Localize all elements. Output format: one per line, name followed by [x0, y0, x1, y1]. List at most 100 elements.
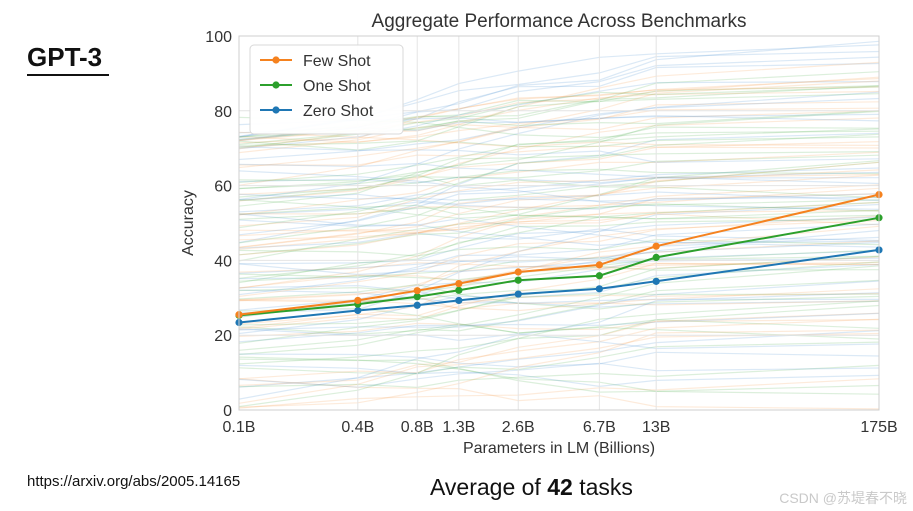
y-tick-label: 60 — [214, 179, 232, 196]
task-line — [238, 110, 880, 190]
caption-suffix: tasks — [572, 474, 633, 500]
task-line — [238, 292, 880, 400]
x-axis-label: Parameters in LM (Billions) — [463, 440, 655, 457]
data-point — [413, 287, 421, 295]
task-line — [238, 169, 880, 249]
task-line — [238, 162, 880, 185]
task-line — [238, 358, 880, 393]
x-tick-label: 6.7B — [583, 419, 616, 436]
task-line — [238, 351, 880, 368]
task-line — [238, 203, 880, 314]
task-line — [238, 160, 880, 262]
task-line — [238, 168, 880, 190]
performance-chart: 0 20 40 60 80 100 0.1B 0.4B 0.8B 1.3B 2.6B 6.7B 13B 1… — [180, 11, 898, 457]
heading-underline — [27, 74, 109, 76]
task-line — [238, 151, 880, 216]
caption: Average of 42 tasks — [430, 474, 633, 501]
task-line — [238, 196, 880, 216]
legend-marker — [272, 81, 280, 89]
task-line — [238, 107, 880, 148]
series-line-one-shot — [238, 216, 880, 317]
task-line — [238, 215, 880, 297]
task-line — [238, 97, 880, 161]
chart-legend: Few Shot One Shot Zero Shot — [249, 44, 404, 135]
data-point — [514, 268, 522, 276]
x-tick-label: 0.4B — [341, 419, 374, 436]
task-line — [238, 91, 880, 201]
task-line — [238, 218, 880, 279]
data-point — [595, 272, 603, 280]
task-line — [238, 154, 880, 198]
task-line — [238, 131, 880, 148]
plot-border — [238, 35, 880, 411]
task-line — [238, 289, 880, 308]
task-line — [238, 133, 880, 229]
main-series-lines — [235, 190, 883, 327]
task-line — [238, 219, 880, 248]
x-tick-label: 0.1B — [223, 419, 256, 436]
y-tick-label: 20 — [214, 328, 232, 345]
task-line — [238, 279, 880, 351]
source-url[interactable]: https://arxiv.org/abs/2005.14165 — [27, 473, 241, 490]
task-line — [238, 378, 880, 410]
task-line — [238, 362, 880, 388]
task-line — [238, 223, 880, 296]
task-line — [238, 319, 880, 337]
task-line — [238, 296, 880, 310]
task-line — [238, 364, 880, 388]
task-line — [238, 312, 880, 386]
task-line — [238, 61, 880, 154]
task-line — [238, 187, 880, 237]
data-point — [413, 293, 421, 301]
task-line — [238, 141, 880, 195]
data-point — [413, 301, 421, 309]
legend-marker — [272, 56, 280, 64]
task-line — [238, 288, 880, 312]
task-line — [238, 241, 880, 274]
data-point — [455, 296, 463, 305]
legend-label: One Shot — [303, 78, 371, 95]
y-axis-label: Accuracy — [180, 190, 197, 256]
legend-marker — [272, 106, 280, 114]
task-line — [238, 262, 880, 330]
task-count: 42 — [547, 474, 573, 500]
task-line — [238, 280, 880, 331]
caption-prefix: Average of — [430, 474, 548, 500]
task-line — [238, 161, 880, 244]
series-line-few-shot — [238, 193, 880, 316]
task-line — [238, 210, 880, 234]
task-line — [238, 126, 880, 183]
axes: 0 20 40 60 80 100 0.1B 0.4B 0.8B 1.3B 2.6B 6.7B 13B 1… — [205, 29, 897, 436]
task-line — [238, 261, 880, 318]
x-tick-label: 175B — [860, 419, 897, 436]
task-line — [238, 184, 880, 215]
task-line — [238, 323, 880, 340]
task-line — [238, 136, 880, 151]
task-line — [238, 93, 880, 146]
task-line — [238, 332, 880, 404]
task-line — [238, 255, 880, 344]
task-line — [238, 330, 880, 388]
task-line — [238, 117, 880, 202]
task-line — [238, 329, 880, 408]
x-tick-label: 0.8B — [401, 419, 434, 436]
legend-label: Few Shot — [303, 53, 371, 70]
task-line — [238, 151, 880, 202]
task-line — [238, 145, 880, 166]
task-line — [238, 213, 880, 241]
task-line — [238, 341, 880, 375]
series-line-zero-shot — [238, 248, 880, 324]
task-line — [238, 199, 880, 256]
task-line — [238, 193, 880, 289]
legend-label: Zero Shot — [303, 103, 374, 120]
task-line — [238, 206, 880, 220]
task-line — [238, 128, 880, 207]
data-point — [652, 253, 660, 262]
task-line — [238, 110, 880, 143]
y-tick-label: 40 — [214, 253, 232, 270]
task-line — [238, 312, 880, 343]
watermark: CSDN @苏堤春不晓 — [779, 490, 907, 506]
task-line — [238, 292, 880, 329]
data-point — [354, 296, 362, 305]
task-line — [238, 304, 880, 365]
